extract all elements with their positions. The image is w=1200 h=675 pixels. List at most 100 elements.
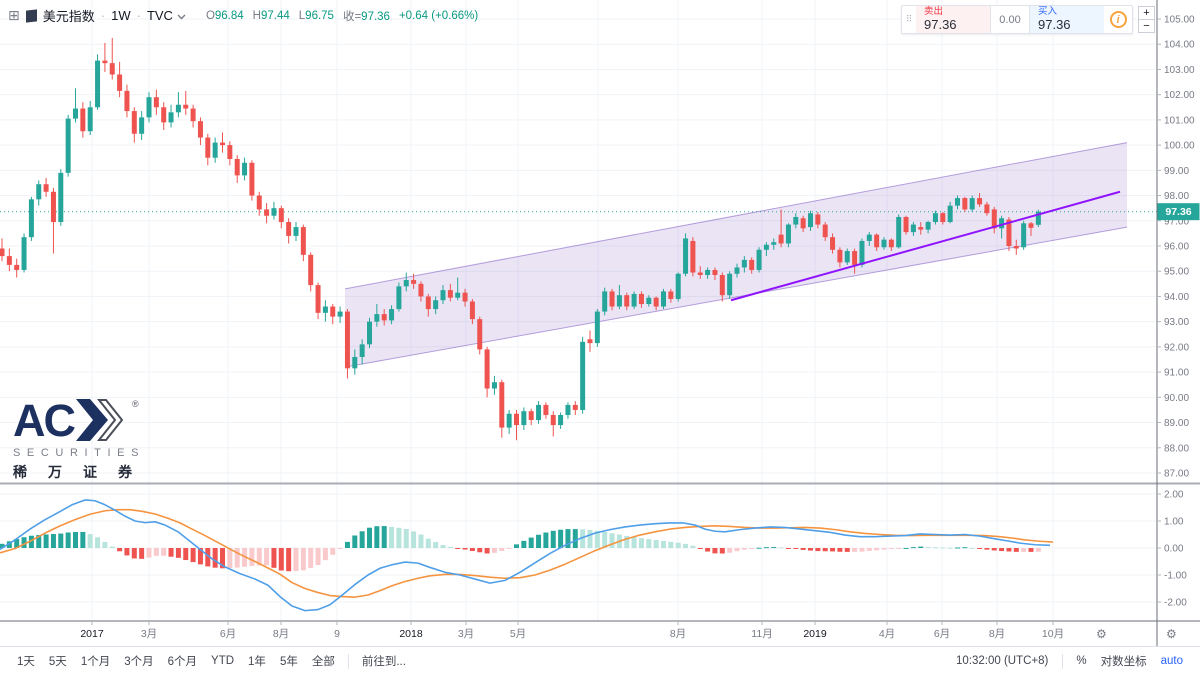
candle [697,272,703,276]
time-label: 5月 [510,628,526,640]
candle [418,283,424,297]
range-button-5年[interactable]: 5年 [279,656,298,668]
macd-signal-line [0,508,1054,598]
candle [808,213,813,228]
zoom-in-button[interactable]: + [1138,6,1155,20]
svg-text:104.00: 104.00 [1164,40,1195,51]
regression-channel[interactable] [344,142,1128,368]
timezone-gear-icon[interactable]: ⚙ [1096,627,1107,641]
candle [763,244,769,250]
percent-scale-toggle[interactable]: % [1076,655,1087,667]
sell-button[interactable]: 卖出 97.36 [916,6,990,33]
candle [205,137,211,158]
macd-histogram-bar [536,534,542,548]
buy-button[interactable]: 买入 97.36 [1030,6,1104,33]
range-button-5天[interactable]: 5天 [48,656,67,668]
svg-text:90.00: 90.00 [1164,393,1189,404]
macd-histogram-bar [550,530,556,548]
drag-handle-icon[interactable]: ⠿ [905,14,913,24]
macd-histogram-bar [962,547,968,549]
exchange-label[interactable]: TVC [146,8,173,23]
macd-histogram-bar [286,548,292,572]
macd-histogram-bar [888,548,894,549]
candle [308,254,314,286]
svg-text:98.00: 98.00 [1164,191,1189,202]
candle [80,108,86,132]
candle [514,413,519,426]
separator-dot: · [136,8,141,23]
range-button-1天[interactable]: 1天 [17,656,35,668]
candle [161,107,167,123]
trade-widget: ⠿ 卖出 97.36 0.00 买入 97.36 i [901,5,1133,34]
chevron-down-icon[interactable] [177,14,186,20]
range-button-全部[interactable]: 全部 [311,656,335,668]
candle [910,224,916,233]
candle [234,158,240,176]
goto-button[interactable]: 前往到... [361,656,406,668]
candle [719,275,725,296]
macd-histogram-bar [874,548,880,551]
candle [109,63,115,75]
macd-histogram-bar [175,548,181,558]
chart-canvas[interactable]: 105.00 104.00 103.00 102.00 101.00 100.00 99.0… [0,0,1200,646]
price-scale[interactable]: 105.00 104.00 103.00 102.00 101.00 100.00 99.0… [1157,15,1200,609]
candle [778,234,784,244]
candle [293,227,299,236]
log-scale-toggle[interactable]: 对数坐标 [1100,656,1147,668]
time-label: 8月 [273,628,289,640]
macd-histogram-bar [249,548,255,566]
macd-histogram-bar [330,548,336,555]
candle [734,267,740,274]
low-value: 96.75 [305,9,334,22]
svg-text:94.00: 94.00 [1164,292,1189,303]
channel-top-line [344,142,1128,290]
sell-price: 97.36 [924,16,957,32]
candle [653,297,659,307]
time-label: 3月 [141,628,157,640]
range-button-6个月[interactable]: 6个月 [167,656,198,668]
macd-histogram-bar [433,541,439,548]
candle [558,414,564,426]
zoom-out-button[interactable]: − [1138,19,1155,33]
candle [896,216,902,248]
candle [477,319,483,350]
range-button-1年[interactable]: 1年 [248,656,266,668]
macd-histogram-bar [866,548,872,551]
time-label: 2018 [399,628,423,640]
range-button-3个月[interactable]: 3个月 [124,656,154,668]
macd-pane [0,499,1054,612]
macd-histogram-bar [220,548,225,569]
price-scale-gear-icon[interactable]: ⚙ [1166,627,1177,641]
macd-histogram-bar [1013,548,1019,552]
svg-text:93.00: 93.00 [1164,317,1189,328]
candle [668,291,674,299]
info-icon[interactable]: i [1109,11,1127,28]
macd-histogram-bar [594,530,600,548]
clock-label[interactable]: 10:32:00 (UTC+8) [956,655,1049,667]
macd-histogram-bar [903,547,909,549]
candle [396,286,402,310]
macd-histogram-bar [506,548,512,549]
range-button-YTD[interactable]: YTD [211,655,235,667]
macd-histogram-bar [763,547,769,549]
add-symbol-icon[interactable]: ⊞ [8,7,20,23]
candle [918,227,924,230]
candle [602,291,608,312]
time-scale[interactable]: 2017 3月 6月 8月 9 2018 3月 5月 8月 11月 2019 4月 6月 8月 10月 ⚙ ⚙ [80,621,1177,641]
candle [0,248,5,257]
spread-value: 0.00 [990,6,1030,33]
macd-histogram-bar [0,543,5,548]
macd-histogram-bar [425,538,431,548]
symbol-title[interactable]: 美元指数 [42,9,95,24]
close-value: 97.36 [361,10,390,23]
candle [330,306,336,317]
candle [572,404,578,410]
trend-line[interactable] [730,190,1121,302]
candle [50,191,56,223]
candle [940,213,946,223]
range-button-1个月[interactable]: 1个月 [80,656,111,668]
candle [528,411,534,421]
auto-scale-toggle[interactable]: auto [1160,655,1183,667]
interval-label[interactable]: 1W [111,8,131,23]
macd-histogram-bar [102,541,108,548]
